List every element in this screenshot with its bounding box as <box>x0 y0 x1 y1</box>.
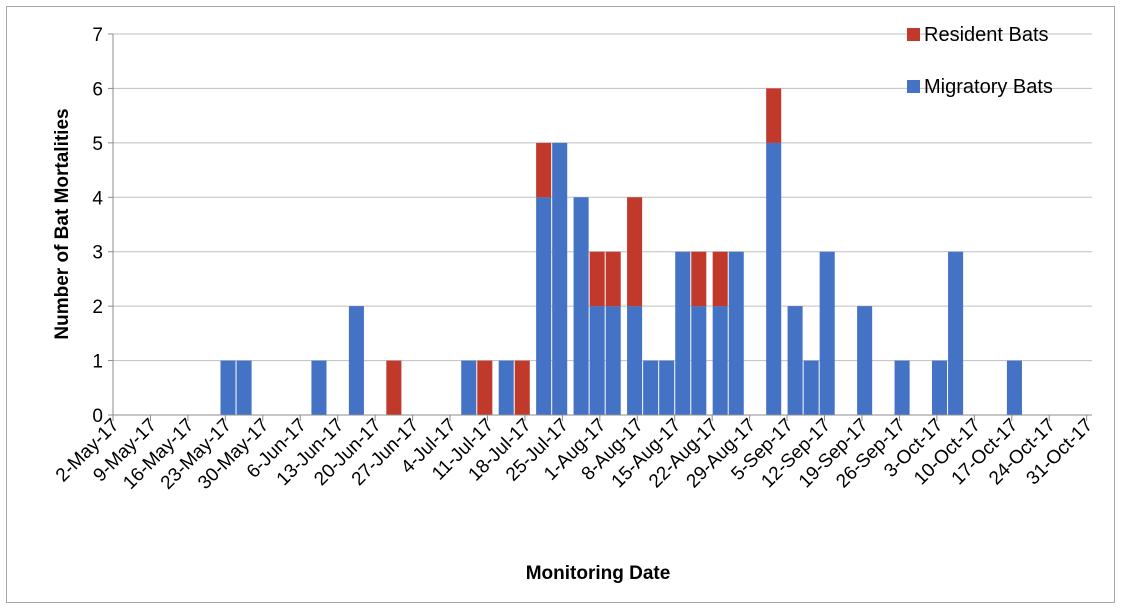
bar-migratory <box>948 251 964 415</box>
bar-migratory <box>894 360 910 415</box>
y-tick-label: 7 <box>92 25 103 46</box>
bar-migratory <box>498 360 514 415</box>
y-tick-labels: 0 1 2 3 4 5 6 7 <box>92 25 103 427</box>
bar-resident <box>514 360 530 415</box>
bar-migratory <box>589 306 605 415</box>
bar-migratory <box>932 360 948 415</box>
y-tick-label: 4 <box>92 188 103 209</box>
bar-migratory <box>552 142 568 415</box>
bar-migratory <box>220 360 236 415</box>
y-tick-label: 3 <box>92 243 103 264</box>
bar-resident <box>589 251 605 307</box>
legend-swatch <box>907 80 920 93</box>
axes <box>108 33 1092 421</box>
bar-migratory <box>348 306 364 415</box>
bar-resident <box>712 251 728 307</box>
y-axis-title: Number of Bat Mortalities <box>52 108 73 339</box>
bar-resident <box>536 142 552 198</box>
bar-migratory <box>675 251 691 415</box>
bar-resident <box>605 251 621 307</box>
x-axis-title: Monitoring Date <box>526 563 671 584</box>
bar-migratory <box>712 306 728 415</box>
legend: Resident Bats Migratory Bats <box>907 24 1053 98</box>
bar-migratory <box>787 306 803 415</box>
x-tick-labels: 2-May-179-May-1716-May-1723-May-1730-May… <box>52 415 1097 494</box>
bar-migratory <box>311 360 327 415</box>
y-tick-label: 0 <box>92 406 103 427</box>
bar-migratory <box>659 360 675 415</box>
bar-migratory <box>857 306 873 415</box>
bar-migratory <box>803 360 819 415</box>
bar-migratory <box>691 306 707 415</box>
bars <box>220 88 1022 415</box>
y-tick-label: 6 <box>92 79 103 100</box>
bar-migratory <box>643 360 659 415</box>
y-tick-label: 2 <box>92 297 103 318</box>
bar-migratory <box>728 251 744 415</box>
bar-migratory <box>627 306 643 415</box>
legend-label: Migratory Bats <box>924 76 1053 98</box>
bar-migratory <box>236 360 252 415</box>
legend-label: Resident Bats <box>924 24 1049 46</box>
bar-resident <box>477 360 493 415</box>
bar-migratory <box>766 142 782 415</box>
bar-resident <box>627 197 643 307</box>
bar-migratory <box>461 360 477 415</box>
y-tick-label: 1 <box>92 352 103 373</box>
bar-resident <box>386 360 402 415</box>
bar-migratory <box>819 251 835 415</box>
bar-migratory <box>605 306 621 415</box>
bar-resident <box>766 88 782 143</box>
y-tick-label: 5 <box>92 134 103 155</box>
bar-migratory <box>573 197 589 415</box>
gridlines <box>113 33 1092 362</box>
bar-migratory <box>1006 360 1022 415</box>
bar-migratory <box>536 197 552 415</box>
bar-resident <box>691 251 707 307</box>
legend-swatch <box>907 28 920 41</box>
